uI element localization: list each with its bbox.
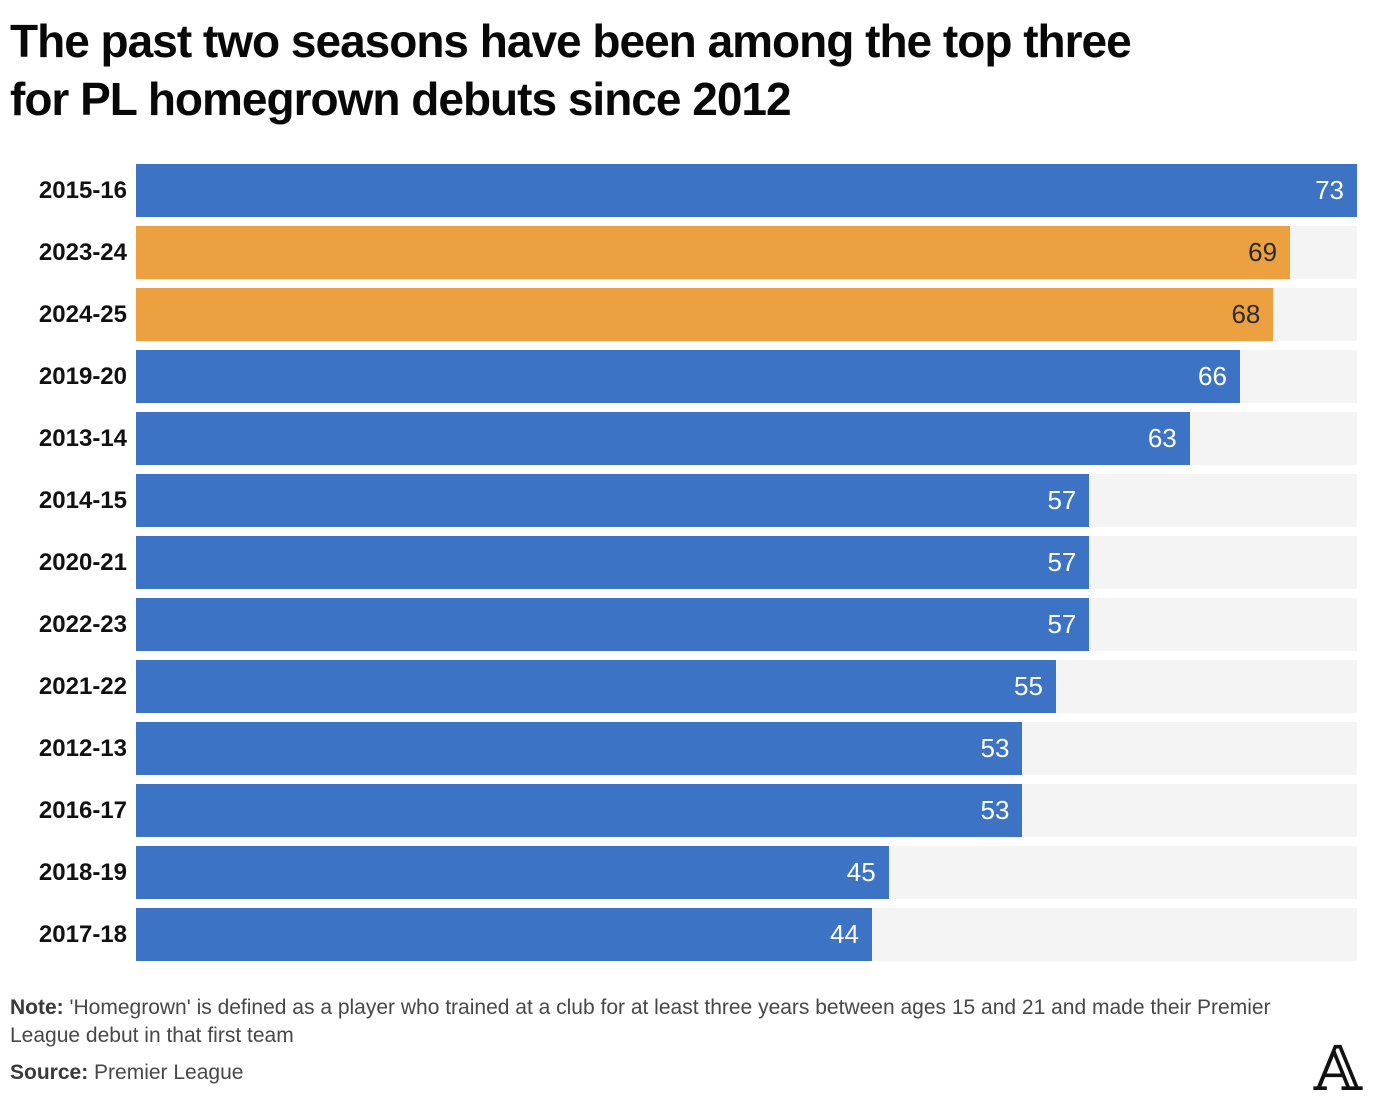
season-label: 2018-19 [38,858,127,886]
bar-track: 57 [136,474,1357,527]
source-text: Source: Premier League [10,1059,1316,1087]
bar-row: 2023-24 69 [0,226,1357,279]
bar-track: 53 [136,722,1357,775]
source-body: Premier League [88,1061,244,1084]
bar-track: 55 [136,660,1357,713]
bar-track: 63 [136,412,1357,465]
chart-footer: Note: 'Homegrown' is defined as a player… [10,994,1316,1087]
bar: 57 [136,598,1090,651]
bar-chart: 2015-16 73 2023-24 69 2024-25 68 2019-20 66 2013… [0,164,1357,961]
bar-row: 2014-15 57 [0,474,1357,527]
bar-track: 45 [136,846,1357,899]
season-label: 2016-17 [38,796,127,824]
bar-row: 2021-22 55 [0,660,1357,713]
bar-value-label: 68 [1231,299,1261,329]
bar: 57 [136,536,1090,589]
bar: 55 [136,660,1056,713]
bar-value-label: 57 [1047,609,1077,639]
bar: 53 [136,784,1023,837]
bar-row: 2018-19 45 [0,846,1357,899]
bar-track: 66 [136,350,1357,403]
bar-track: 53 [136,784,1357,837]
bar-track: 73 [136,164,1357,217]
chart-title: The past two seasons have been among the… [0,0,1376,128]
bar-value-label: 44 [830,919,859,949]
bar-row: 2013-14 63 [0,412,1357,465]
bar: 53 [136,722,1023,775]
bar-track: 57 [136,536,1357,589]
bar-track: 57 [136,598,1357,651]
bar-row: 2024-25 68 [0,288,1357,341]
bar-value-label: 73 [1315,175,1344,205]
bar-value-label: 57 [1047,485,1077,515]
season-label: 2021-22 [38,672,127,700]
bar: 63 [136,412,1190,465]
source-label: Source: [10,1061,89,1084]
bar-value-label: 53 [980,795,1010,825]
bar: 45 [136,846,889,899]
bar-row: 2012-13 53 [0,722,1357,775]
note-label: Note: [10,996,64,1019]
season-label: 2023-24 [38,238,127,266]
season-label: 2015-16 [38,176,127,204]
bar: 73 [136,164,1357,217]
bar-value-label: 57 [1047,547,1077,577]
note-text: Note: 'Homegrown' is defined as a player… [10,994,1316,1050]
athletic-logo-icon: 𝔸 [1313,1032,1362,1105]
season-label: 2020-21 [38,548,127,576]
bar-row: 2022-23 57 [0,598,1357,651]
bar: 57 [136,474,1090,527]
season-label: 2024-25 [38,300,127,328]
season-label: 2017-18 [38,920,127,948]
season-label: 2019-20 [38,362,127,390]
bar-track: 69 [136,226,1357,279]
bar-highlighted: 69 [136,226,1291,279]
bar-track: 44 [136,908,1357,961]
season-label: 2022-23 [38,610,127,638]
bar-value-label: 66 [1197,361,1227,391]
bar-value-label: 69 [1248,237,1278,267]
bar-value-label: 63 [1147,423,1177,453]
season-label: 2014-15 [38,486,127,514]
bar-highlighted: 68 [136,288,1274,341]
bar-value-label: 53 [980,733,1010,763]
note-body: 'Homegrown' is defined as a player who t… [10,996,1271,1047]
bar-row: 2016-17 53 [0,784,1357,837]
bar-row: 2017-18 44 [0,908,1357,961]
bar-row: 2015-16 73 [0,164,1357,217]
bar: 66 [136,350,1240,403]
chart-title-line-1: The past two seasons have been among the… [10,15,1132,67]
bar-value-label: 45 [846,857,876,887]
bar-row: 2020-21 57 [0,536,1357,589]
bar-track: 68 [136,288,1357,341]
season-label: 2012-13 [38,734,127,762]
season-label: 2013-14 [38,424,127,452]
bar-row: 2019-20 66 [0,350,1357,403]
chart-title-line-2: for PL homegrown debuts since 2012 [10,73,792,125]
bar: 44 [136,908,872,961]
bar-value-label: 55 [1014,671,1043,701]
